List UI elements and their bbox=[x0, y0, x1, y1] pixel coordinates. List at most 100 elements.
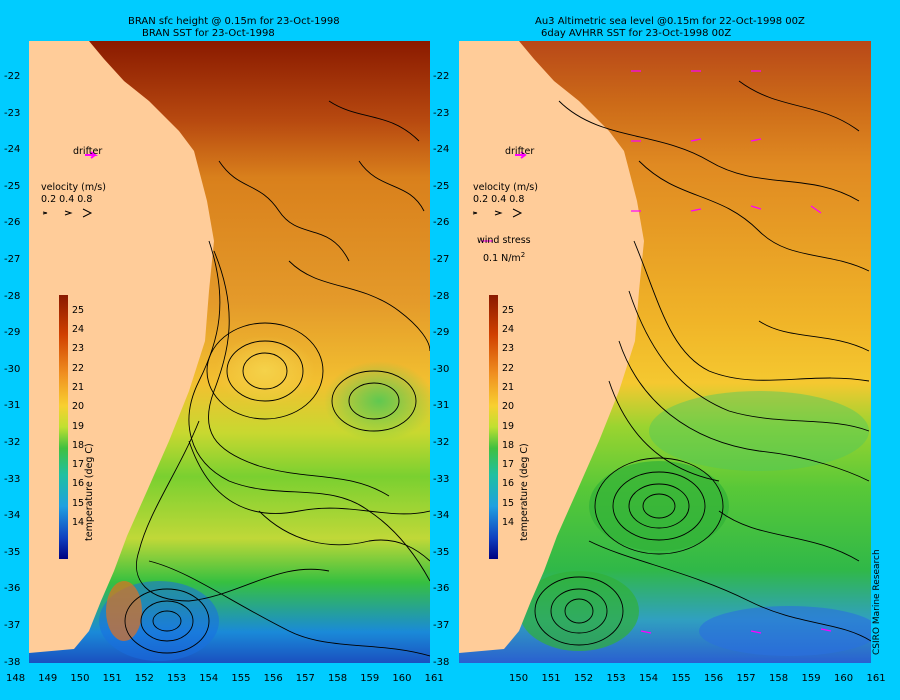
velocity-scale-arrows bbox=[42, 208, 93, 218]
cb-tick: 17 bbox=[502, 459, 515, 470]
australia-land bbox=[459, 41, 644, 653]
longitude-tick: 156 bbox=[263, 673, 283, 684]
latitude-tick: -36 bbox=[4, 583, 21, 595]
latitude-tick: -29 bbox=[4, 327, 21, 339]
right-map-svg bbox=[459, 41, 871, 663]
longitude-tick: 151 bbox=[102, 673, 122, 684]
longitude-tick: 153 bbox=[606, 673, 626, 684]
latitude-tick: -25 bbox=[433, 180, 450, 192]
cb-tick: 25 bbox=[502, 305, 515, 316]
australia-land bbox=[29, 41, 214, 653]
longitude-tick: 153 bbox=[167, 673, 187, 684]
cb-tick: 24 bbox=[72, 324, 85, 335]
latitude-tick: -31 bbox=[433, 400, 450, 412]
cb-tick: 14 bbox=[72, 517, 85, 528]
longitude-tick: 160 bbox=[834, 673, 854, 684]
right-colorbar-label: temperature (deg C) bbox=[519, 443, 530, 541]
longitude-tick: 151 bbox=[541, 673, 561, 684]
right-title-line2: 6day AVHRR SST for 23-Oct-1998 00Z bbox=[541, 28, 732, 39]
longitude-tick: 159 bbox=[360, 673, 380, 684]
cb-tick: 15 bbox=[502, 498, 515, 509]
left-velocity-label: velocity (m/s) bbox=[41, 182, 106, 193]
cb-tick: 15 bbox=[72, 498, 85, 509]
latitude-tick: -22 bbox=[4, 71, 21, 82]
cb-tick: 22 bbox=[72, 363, 85, 374]
latitude-tick: -36 bbox=[433, 583, 450, 595]
right-velocity-scale: 0.2 0.4 0.8 bbox=[473, 194, 525, 205]
longitude-tick: 161 bbox=[424, 673, 444, 684]
longitude-tick: 152 bbox=[134, 673, 154, 684]
latitude-tick: -26 bbox=[433, 217, 450, 229]
latitude-tick: -28 bbox=[4, 290, 21, 302]
latitude-tick: -35 bbox=[4, 546, 21, 558]
right-velocity-label: velocity (m/s) bbox=[473, 182, 538, 193]
cb-tick: 22 bbox=[502, 363, 515, 374]
wind-unit-sup: 2 bbox=[520, 251, 526, 259]
colorbar bbox=[59, 295, 68, 559]
cb-tick: 20 bbox=[502, 401, 515, 412]
cb-tick: 23 bbox=[72, 343, 85, 354]
latitude-tick: -37 bbox=[4, 620, 21, 631]
latitude-tick: -34 bbox=[433, 510, 450, 522]
cb-tick: 21 bbox=[72, 382, 85, 393]
velocity-scale-arrows bbox=[472, 208, 523, 218]
latitude-tick: -32 bbox=[433, 437, 450, 448]
right-map-panel: drifter velocity (m/s) 0.2 0.4 0.8 wind … bbox=[459, 41, 871, 663]
latitude-tick: -28 bbox=[433, 290, 450, 302]
left-title-line1: BRAN sfc height @ 0.15m for 23-Oct-1998 bbox=[128, 16, 340, 27]
cb-tick: 18 bbox=[72, 440, 85, 451]
left-title-line2: BRAN SST for 23-Oct-1998 bbox=[142, 28, 275, 39]
latitude-tick: -27 bbox=[433, 254, 450, 265]
left-drifter-label: drifter bbox=[73, 146, 103, 157]
latitude-tick: -38 bbox=[433, 656, 450, 668]
cb-tick: 25 bbox=[72, 305, 85, 316]
cb-tick: 19 bbox=[502, 421, 515, 432]
longitude-tick: 155 bbox=[671, 673, 691, 684]
longitude-tick: 161 bbox=[866, 673, 886, 684]
left-map-svg bbox=[29, 41, 430, 663]
longitude-tick: 154 bbox=[639, 673, 659, 684]
longitude-tick: 155 bbox=[231, 673, 251, 684]
latitude-tick: -24 bbox=[4, 144, 21, 156]
latitude-tick: -24 bbox=[433, 144, 450, 156]
colorbar bbox=[489, 295, 498, 559]
latitude-tick: -30 bbox=[4, 363, 21, 375]
latitude-tick: -25 bbox=[4, 180, 21, 192]
cb-tick: 24 bbox=[502, 324, 515, 335]
cb-tick: 14 bbox=[502, 517, 515, 528]
latitude-tick: -31 bbox=[4, 400, 21, 412]
drifter-arrow bbox=[85, 151, 98, 159]
latitude-tick: -33 bbox=[4, 473, 21, 485]
right-title-line1: Au3 Altimetric sea level @0.15m for 22-O… bbox=[535, 16, 805, 27]
latitude-tick: -23 bbox=[4, 107, 21, 119]
left-colorbar-label: temperature (deg C) bbox=[84, 443, 95, 541]
latitude-tick: -35 bbox=[433, 546, 450, 558]
longitude-tick: 150 bbox=[509, 673, 529, 684]
cb-tick: 18 bbox=[502, 440, 515, 451]
longitude-tick: 148 bbox=[6, 673, 26, 684]
longitude-tick: 157 bbox=[295, 673, 315, 684]
cb-tick: 21 bbox=[502, 382, 515, 393]
longitude-tick: 149 bbox=[38, 673, 58, 684]
latitude-tick: -34 bbox=[4, 510, 21, 522]
latitude-tick: -22 bbox=[433, 71, 450, 82]
longitude-tick: 150 bbox=[70, 673, 90, 684]
latitude-tick: -30 bbox=[433, 363, 450, 375]
right-drifter-label: drifter bbox=[505, 146, 535, 157]
cb-tick: 16 bbox=[72, 478, 85, 489]
latitude-tick: -32 bbox=[4, 437, 21, 448]
left-map-panel: drifter velocity (m/s) 0.2 0.4 0.8 tempe… bbox=[29, 41, 430, 663]
credit-text: CSIRO Marine Research bbox=[872, 549, 882, 655]
longitude-tick: 160 bbox=[392, 673, 412, 684]
ssh-contours bbox=[534, 80, 871, 646]
latitude-tick: -33 bbox=[433, 473, 450, 485]
cb-tick: 20 bbox=[72, 401, 85, 412]
drifter-arrow bbox=[515, 151, 527, 159]
longitude-tick: 154 bbox=[199, 673, 219, 684]
cb-tick: 23 bbox=[502, 343, 515, 354]
cb-tick: 19 bbox=[72, 421, 85, 432]
latitude-tick: -23 bbox=[433, 107, 450, 119]
latitude-tick: -27 bbox=[4, 254, 21, 265]
latitude-tick: -38 bbox=[4, 656, 21, 668]
wind-stress-arrows bbox=[481, 70, 832, 634]
